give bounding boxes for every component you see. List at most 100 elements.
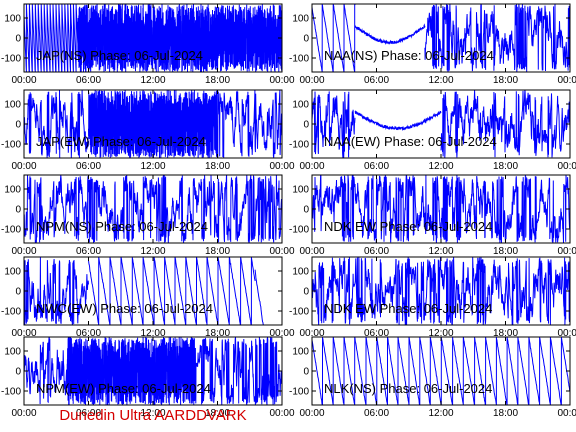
y-tick-label: 0 [15, 120, 21, 131]
x-tick-label: 00:00 [557, 75, 576, 86]
x-tick-label: 12:00 [428, 75, 453, 86]
phase-panel: 00:00 06:00 12:00 18:00 00:00 100 0 -100 NDK EW … [289, 256, 576, 339]
x-tick-label: 18:00 [205, 246, 230, 257]
phase-panel: 00:00 06:00 12:00 18:00 00:00 100 0 -100 JAP(NS)… [1, 3, 295, 86]
x-tick-label: 00:00 [269, 246, 294, 257]
x-tick-label: 12:00 [428, 161, 453, 172]
phase-series-line [312, 257, 570, 325]
y-tick-label: 100 [4, 14, 21, 25]
y-tick-label: -100 [289, 307, 309, 318]
x-tick-label: 00:00 [299, 161, 324, 172]
x-tick-label: 00:00 [557, 408, 576, 419]
panel-title: NPM(EW) Phase: 06-Jul-2024 [36, 381, 211, 396]
x-tick-label: 06:00 [364, 75, 389, 86]
y-tick-label: 0 [15, 367, 21, 378]
x-tick-label: 00:00 [557, 161, 576, 172]
x-tick-label: 00:00 [11, 408, 36, 419]
x-tick-label: 12:00 [140, 246, 165, 257]
x-tick-label: 00:00 [299, 408, 324, 419]
x-tick-label: 18:00 [205, 75, 230, 86]
phase-series-line [24, 175, 282, 243]
x-tick-label: 12:00 [140, 161, 165, 172]
x-tick-label: 00:00 [299, 328, 324, 339]
y-tick-label: 0 [303, 34, 309, 45]
y-tick-label: -100 [1, 307, 21, 318]
x-tick-label: 00:00 [269, 161, 294, 172]
y-tick-label: 100 [4, 185, 21, 196]
phase-series-line [24, 337, 282, 405]
x-tick-label: 18:00 [493, 75, 518, 86]
x-tick-label: 00:00 [557, 328, 576, 339]
y-tick-label: -100 [289, 54, 309, 65]
y-tick-label: -100 [289, 225, 309, 236]
phase-panel: 00:00 06:00 12:00 18:00 00:00 100 0 -100 NAA(NS)… [289, 3, 576, 86]
x-tick-label: 06:00 [76, 408, 101, 419]
phase-panel: 00:00 06:00 12:00 18:00 00:00 100 0 -100 NWC(EW)… [1, 256, 295, 339]
x-tick-label: 06:00 [76, 75, 101, 86]
x-tick-label: 18:00 [205, 408, 230, 419]
x-tick-label: 06:00 [76, 328, 101, 339]
x-tick-label: 12:00 [140, 328, 165, 339]
x-tick-label: 06:00 [364, 246, 389, 257]
phase-panel: 00:00 06:00 12:00 18:00 00:00 100 0 -100 NLK(NS)… [289, 336, 576, 419]
phase-panel: 00:00 06:00 12:00 18:00 00:00 100 0 -100 NAA(EW)… [289, 89, 576, 172]
y-tick-label: 0 [303, 205, 309, 216]
x-tick-label: 18:00 [493, 161, 518, 172]
phase-series-line [312, 4, 570, 72]
phase-panel: 00:00 06:00 12:00 18:00 00:00 100 0 -100 NPM(EW)… [1, 336, 295, 419]
x-tick-label: 06:00 [364, 161, 389, 172]
x-tick-label: 12:00 [428, 246, 453, 257]
y-tick-label: 0 [15, 287, 21, 298]
panel-title: NLK(NS) Phase: 06-Jul-2024 [324, 381, 492, 396]
x-tick-label: 18:00 [493, 246, 518, 257]
phase-panel: 00:00 06:00 12:00 18:00 00:00 100 0 -100 JAP(EW)… [1, 89, 295, 172]
x-tick-label: 00:00 [11, 246, 36, 257]
phase-panel: 00:00 06:00 12:00 18:00 00:00 100 0 -100 NPM(NS)… [1, 174, 295, 257]
panel-title: JAP(EW) Phase: 06-Jul-2024 [36, 134, 206, 149]
x-tick-label: 06:00 [76, 161, 101, 172]
y-tick-label: 0 [303, 287, 309, 298]
x-tick-label: 00:00 [269, 408, 294, 419]
x-tick-label: 18:00 [493, 408, 518, 419]
x-tick-label: 12:00 [428, 408, 453, 419]
x-tick-label: 06:00 [364, 408, 389, 419]
phase-series-line [24, 257, 282, 325]
x-tick-label: 00:00 [11, 161, 36, 172]
y-tick-label: 0 [303, 120, 309, 131]
x-tick-label: 06:00 [76, 246, 101, 257]
panels-group: 00:00 06:00 12:00 18:00 00:00 100 0 -100 JAP(NS)… [1, 3, 576, 419]
x-tick-label: 18:00 [493, 328, 518, 339]
y-tick-label: 100 [292, 347, 309, 358]
x-tick-label: 12:00 [428, 328, 453, 339]
x-tick-label: 00:00 [299, 75, 324, 86]
x-tick-label: 00:00 [269, 328, 294, 339]
y-tick-label: 100 [292, 14, 309, 25]
x-tick-label: 00:00 [11, 75, 36, 86]
footer-label: Dunedin Ultra AARDDVARK [59, 407, 246, 424]
y-tick-label: 100 [4, 100, 21, 111]
x-tick-label: 00:00 [557, 246, 576, 257]
x-tick-label: 00:00 [11, 328, 36, 339]
panel-title: NPM(NS) Phase: 06-Jul-2024 [36, 219, 208, 234]
y-tick-label: -100 [1, 140, 21, 151]
phase-series-line [24, 90, 282, 158]
x-tick-label: 12:00 [140, 75, 165, 86]
phase-panel: 00:00 06:00 12:00 18:00 00:00 100 0 -100 NDK EW … [289, 174, 576, 257]
y-tick-label: 0 [15, 205, 21, 216]
y-tick-label: 100 [292, 100, 309, 111]
y-tick-label: -100 [1, 54, 21, 65]
y-tick-label: 0 [15, 34, 21, 45]
x-tick-label: 06:00 [364, 328, 389, 339]
phase-series-line [312, 90, 570, 158]
panel-title: NAA(EW) Phase: 06-Jul-2024 [324, 134, 497, 149]
y-tick-label: 100 [292, 185, 309, 196]
x-tick-label: 12:00 [140, 408, 165, 419]
y-tick-label: -100 [1, 225, 21, 236]
panel-title: NDK EW Phase: 06-Jul-2024 [324, 219, 492, 234]
y-tick-label: 100 [4, 347, 21, 358]
panel-title: NDK EW Phase: 06-Jul-2024 [324, 301, 492, 316]
phase-series-line [24, 4, 282, 72]
panel-title: JAP(NS) Phase: 06-Jul-2024 [36, 48, 203, 63]
y-tick-label: -100 [289, 387, 309, 398]
